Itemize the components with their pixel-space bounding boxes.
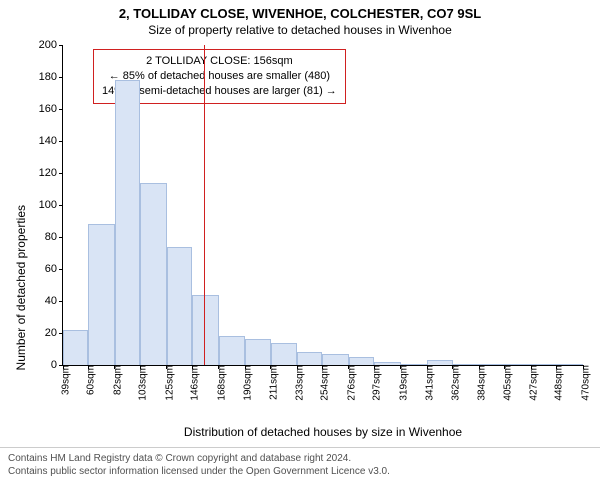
x-tick-label: 362sqm <box>444 365 461 401</box>
y-tick-label: 20 <box>45 327 63 339</box>
y-tick-label: 140 <box>39 135 63 147</box>
y-tick-label: 80 <box>45 231 63 243</box>
y-tick-label: 200 <box>39 39 63 51</box>
x-tick-label: 384sqm <box>471 365 488 401</box>
histogram-bar <box>271 343 298 365</box>
x-tick-label: 211sqm <box>262 365 279 400</box>
histogram-bar <box>140 183 167 365</box>
y-tick-label: 40 <box>45 295 63 307</box>
histogram-bar <box>505 364 532 365</box>
histogram-bar <box>115 80 140 365</box>
footer-line: Contains public sector information licen… <box>8 465 592 478</box>
x-tick-label: 448sqm <box>548 365 565 401</box>
histogram-bar <box>427 360 452 365</box>
y-tick-label: 100 <box>39 199 63 211</box>
footer: Contains HM Land Registry data © Crown c… <box>0 447 600 478</box>
y-tick-label: 120 <box>39 167 63 179</box>
x-axis-label: Distribution of detached houses by size … <box>184 425 462 439</box>
x-tick-label: 146sqm <box>184 365 201 401</box>
x-tick-label: 103sqm <box>132 365 149 401</box>
histogram-bar <box>63 330 88 365</box>
x-tick-label: 427sqm <box>523 365 540 401</box>
histogram-bar <box>297 352 322 365</box>
x-tick-label: 470sqm <box>575 365 592 401</box>
histogram-bar <box>219 336 246 365</box>
histogram-bar <box>349 357 374 365</box>
histogram-bar <box>88 224 115 365</box>
y-tick-label: 60 <box>45 263 63 275</box>
y-tick-label: 180 <box>39 71 63 83</box>
x-tick-label: 125sqm <box>158 365 175 401</box>
x-tick-label: 319sqm <box>392 365 409 401</box>
x-tick-label: 276sqm <box>340 365 357 401</box>
x-tick-label: 405sqm <box>496 365 513 401</box>
chart-container: Number of detached properties Distributi… <box>0 37 600 447</box>
page-subtitle: Size of property relative to detached ho… <box>0 23 600 37</box>
reference-line <box>204 45 205 365</box>
footer-line: Contains HM Land Registry data © Crown c… <box>8 452 592 465</box>
x-tick-label: 341sqm <box>419 365 436 401</box>
annotation-line: 2 TOLLIDAY CLOSE: 156sqm <box>102 54 337 69</box>
plot-area: Number of detached properties Distributi… <box>62 45 583 366</box>
histogram-bar <box>245 339 270 365</box>
x-tick-label: 190sqm <box>237 365 254 401</box>
y-axis-label: Number of detached properties <box>14 205 28 370</box>
x-tick-label: 233sqm <box>289 365 306 401</box>
histogram-bar <box>556 364 583 365</box>
x-tick-label: 254sqm <box>314 365 331 401</box>
x-tick-label: 82sqm <box>106 365 123 395</box>
y-tick-label: 160 <box>39 103 63 115</box>
page-title: 2, TOLLIDAY CLOSE, WIVENHOE, COLCHESTER,… <box>0 6 600 21</box>
histogram-bar <box>479 364 504 365</box>
x-tick-label: 60sqm <box>80 365 97 395</box>
histogram-bar <box>374 362 401 365</box>
x-tick-label: 39sqm <box>55 365 72 395</box>
histogram-bar <box>322 354 349 365</box>
histogram-bar <box>167 247 192 365</box>
x-tick-label: 168sqm <box>210 365 227 401</box>
histogram-bar <box>453 364 480 365</box>
histogram-bar <box>192 295 219 365</box>
histogram-bar <box>401 364 428 365</box>
histogram-bar <box>531 364 556 365</box>
x-tick-label: 297sqm <box>366 365 383 401</box>
